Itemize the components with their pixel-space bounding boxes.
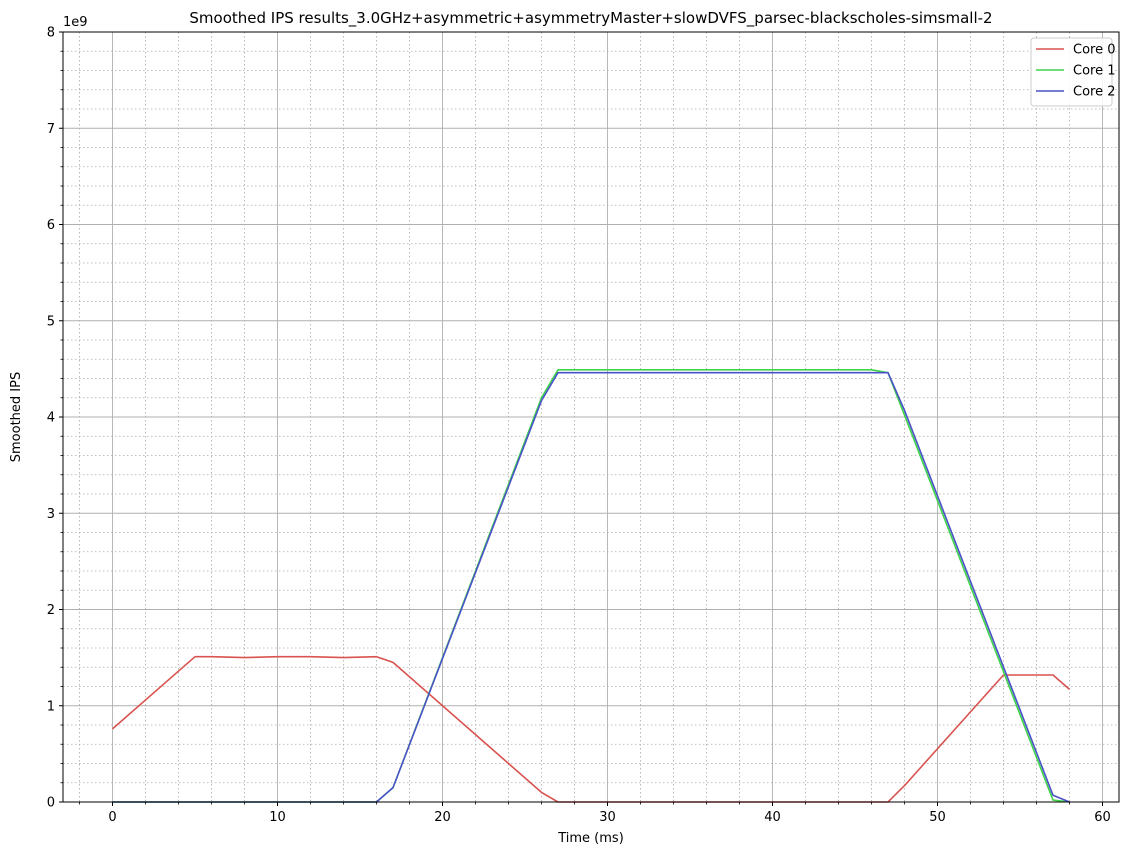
axis-ticks: 0 10 20 30 40 50 60 0 1 2 3 4 5 6 7 8 — [47, 26, 1111, 826]
y-offset-label: 1e9 — [63, 15, 88, 30]
x-tick-label: 60 — [1094, 810, 1111, 825]
series-line-core-0 — [111, 655, 1071, 803]
chart-title: Smoothed IPS results_3.0GHz+asymmetric+a… — [189, 9, 992, 28]
series-line-core-1 — [112, 368, 1070, 803]
series-layer — [111, 368, 1071, 803]
x-tick-label: 20 — [434, 810, 451, 825]
legend-label-core-1: Core 1 — [1073, 64, 1116, 79]
series-line-core-2 — [112, 371, 1070, 803]
x-tick-label: 40 — [764, 810, 781, 825]
y-tick-label: 8 — [47, 26, 55, 41]
legend-label-core-0: Core 0 — [1073, 43, 1116, 58]
legend-label-core-2: Core 2 — [1073, 85, 1116, 100]
y-tick-label: 4 — [47, 411, 55, 426]
y-tick-label: 1 — [47, 699, 55, 714]
y-tick-label: 6 — [47, 218, 55, 233]
x-tick-label: 10 — [269, 810, 286, 825]
legend-box — [1030, 37, 1113, 107]
x-tick-label: 50 — [929, 810, 946, 825]
x-tick-label: 30 — [599, 810, 616, 825]
legend: Core 0 Core 1 Core 2 — [1030, 37, 1116, 107]
x-tick-label: 0 — [108, 810, 116, 825]
y-tick-label: 2 — [47, 603, 55, 618]
x-axis-label: Time (ms) — [557, 831, 624, 846]
y-axis-label: Smoothed IPS — [9, 372, 24, 462]
y-tick-label: 7 — [47, 122, 55, 137]
y-tick-label: 3 — [47, 507, 55, 522]
y-tick-label: 0 — [47, 796, 55, 811]
y-tick-label: 5 — [47, 314, 55, 329]
